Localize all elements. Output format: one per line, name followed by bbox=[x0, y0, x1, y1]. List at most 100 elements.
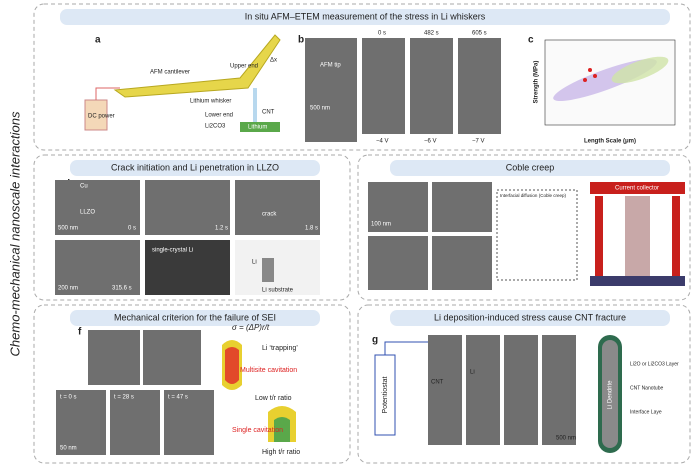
panel-border bbox=[33, 304, 351, 464]
label: σ = (ΔP)r/t bbox=[232, 323, 270, 332]
label: 100 nm bbox=[371, 222, 391, 228]
label: DC power bbox=[88, 114, 115, 120]
tem-image bbox=[110, 390, 160, 455]
label: −4 V bbox=[376, 139, 389, 145]
panel-header bbox=[390, 310, 670, 326]
label: Li bbox=[252, 260, 257, 266]
region bbox=[611, 56, 669, 84]
label: 605 s bbox=[472, 31, 487, 37]
panel-header bbox=[60, 9, 670, 25]
tem-image bbox=[362, 38, 405, 134]
li-core bbox=[225, 347, 239, 384]
panel-title: Coble creep bbox=[506, 162, 555, 172]
tem-image bbox=[145, 180, 230, 235]
label: Interface Laye bbox=[630, 409, 662, 415]
tem-image bbox=[458, 38, 501, 134]
tubule bbox=[595, 196, 603, 276]
wire bbox=[384, 341, 430, 355]
label: Upper end bbox=[230, 64, 258, 70]
label: 500 nm bbox=[58, 226, 78, 232]
label: 0 s bbox=[378, 31, 386, 37]
panel-letter: a bbox=[95, 35, 101, 46]
label: Li ‘trapping’ bbox=[262, 345, 298, 352]
tem-image bbox=[145, 240, 230, 295]
side-title: Chemo-mechanical nanoscale interactions bbox=[7, 111, 22, 356]
label: Lithium bbox=[248, 125, 267, 131]
tem-image bbox=[432, 182, 492, 232]
wire bbox=[95, 87, 120, 100]
cantilever bbox=[113, 34, 281, 98]
label: LLZO bbox=[80, 210, 95, 216]
label: 500 nm bbox=[310, 106, 330, 112]
label: 500 nm bbox=[556, 436, 576, 442]
label: 1.8 s bbox=[305, 226, 318, 232]
label: AFM tip bbox=[320, 63, 341, 69]
label: CNT Nanotube bbox=[630, 385, 663, 391]
axis-label: Strength (MPa) bbox=[534, 61, 540, 104]
tem-image bbox=[410, 38, 453, 134]
label: 482 s bbox=[424, 31, 439, 37]
tubule bbox=[672, 196, 680, 276]
tem-image bbox=[466, 335, 500, 445]
whisker bbox=[253, 88, 257, 122]
label: CNT bbox=[262, 110, 275, 116]
panel-letter: g bbox=[372, 335, 378, 346]
panel-border bbox=[357, 304, 691, 464]
tem-image bbox=[55, 240, 140, 295]
schematic bbox=[496, 189, 578, 281]
label: −7 V bbox=[472, 139, 485, 145]
tem-image bbox=[305, 38, 357, 142]
label: crack bbox=[262, 212, 277, 218]
li-core bbox=[274, 417, 290, 442]
tem-image bbox=[143, 330, 201, 385]
electrolyte bbox=[590, 276, 685, 286]
tem-image bbox=[542, 335, 576, 445]
panel-letter: b bbox=[298, 35, 304, 46]
tem-image bbox=[504, 335, 538, 445]
schematic bbox=[235, 240, 320, 295]
panel-title: In situ AFM–ETEM measurement of the stre… bbox=[245, 11, 486, 21]
label: Potentiostat bbox=[382, 376, 389, 413]
label: Current collector bbox=[615, 186, 659, 192]
li-tip bbox=[262, 258, 274, 282]
panel-header bbox=[70, 160, 320, 176]
tem-image bbox=[368, 182, 428, 232]
lithium bbox=[240, 122, 280, 132]
label: 1.2 s bbox=[215, 226, 228, 232]
label: 315.6 s bbox=[112, 286, 132, 292]
label: −6 V bbox=[424, 139, 437, 145]
label: single-crystal Li bbox=[152, 248, 193, 254]
panel-border bbox=[33, 154, 351, 301]
label: Lower end bbox=[205, 113, 233, 119]
tem-image bbox=[235, 180, 320, 235]
point bbox=[593, 74, 597, 78]
label: Low t/r ratio bbox=[255, 395, 292, 402]
panel-title: Crack initiation and Li penetration in L… bbox=[111, 162, 279, 172]
panel-title: Li deposition-induced stress cause CNT f… bbox=[434, 312, 626, 322]
tem-image bbox=[88, 330, 140, 385]
panel-header bbox=[390, 160, 670, 176]
label: AFM cantilever bbox=[150, 70, 190, 76]
label: Cu bbox=[80, 184, 88, 190]
tem-image bbox=[55, 180, 140, 235]
label: Li bbox=[470, 370, 475, 376]
panel-letter: f bbox=[78, 327, 82, 338]
tem-image bbox=[428, 335, 462, 445]
label: Single cavitation bbox=[232, 427, 283, 434]
tem-image bbox=[56, 390, 106, 455]
panel-border bbox=[33, 3, 691, 151]
label: Li substrate bbox=[262, 288, 294, 294]
label: Lithium whisker bbox=[190, 99, 231, 105]
point bbox=[588, 68, 592, 72]
panel-header bbox=[70, 310, 320, 326]
label: t = 28 s bbox=[114, 395, 134, 401]
label: High t/r ratio bbox=[262, 449, 300, 456]
panel-title: Mechanical criterion for the failure of … bbox=[114, 312, 276, 322]
label: Δx bbox=[270, 58, 277, 64]
li-metal bbox=[625, 196, 650, 276]
label: Li2O or Li2CO3 Layer bbox=[630, 361, 679, 367]
tem-image bbox=[368, 236, 428, 290]
tem-image bbox=[164, 390, 214, 455]
tem-image bbox=[432, 236, 492, 290]
